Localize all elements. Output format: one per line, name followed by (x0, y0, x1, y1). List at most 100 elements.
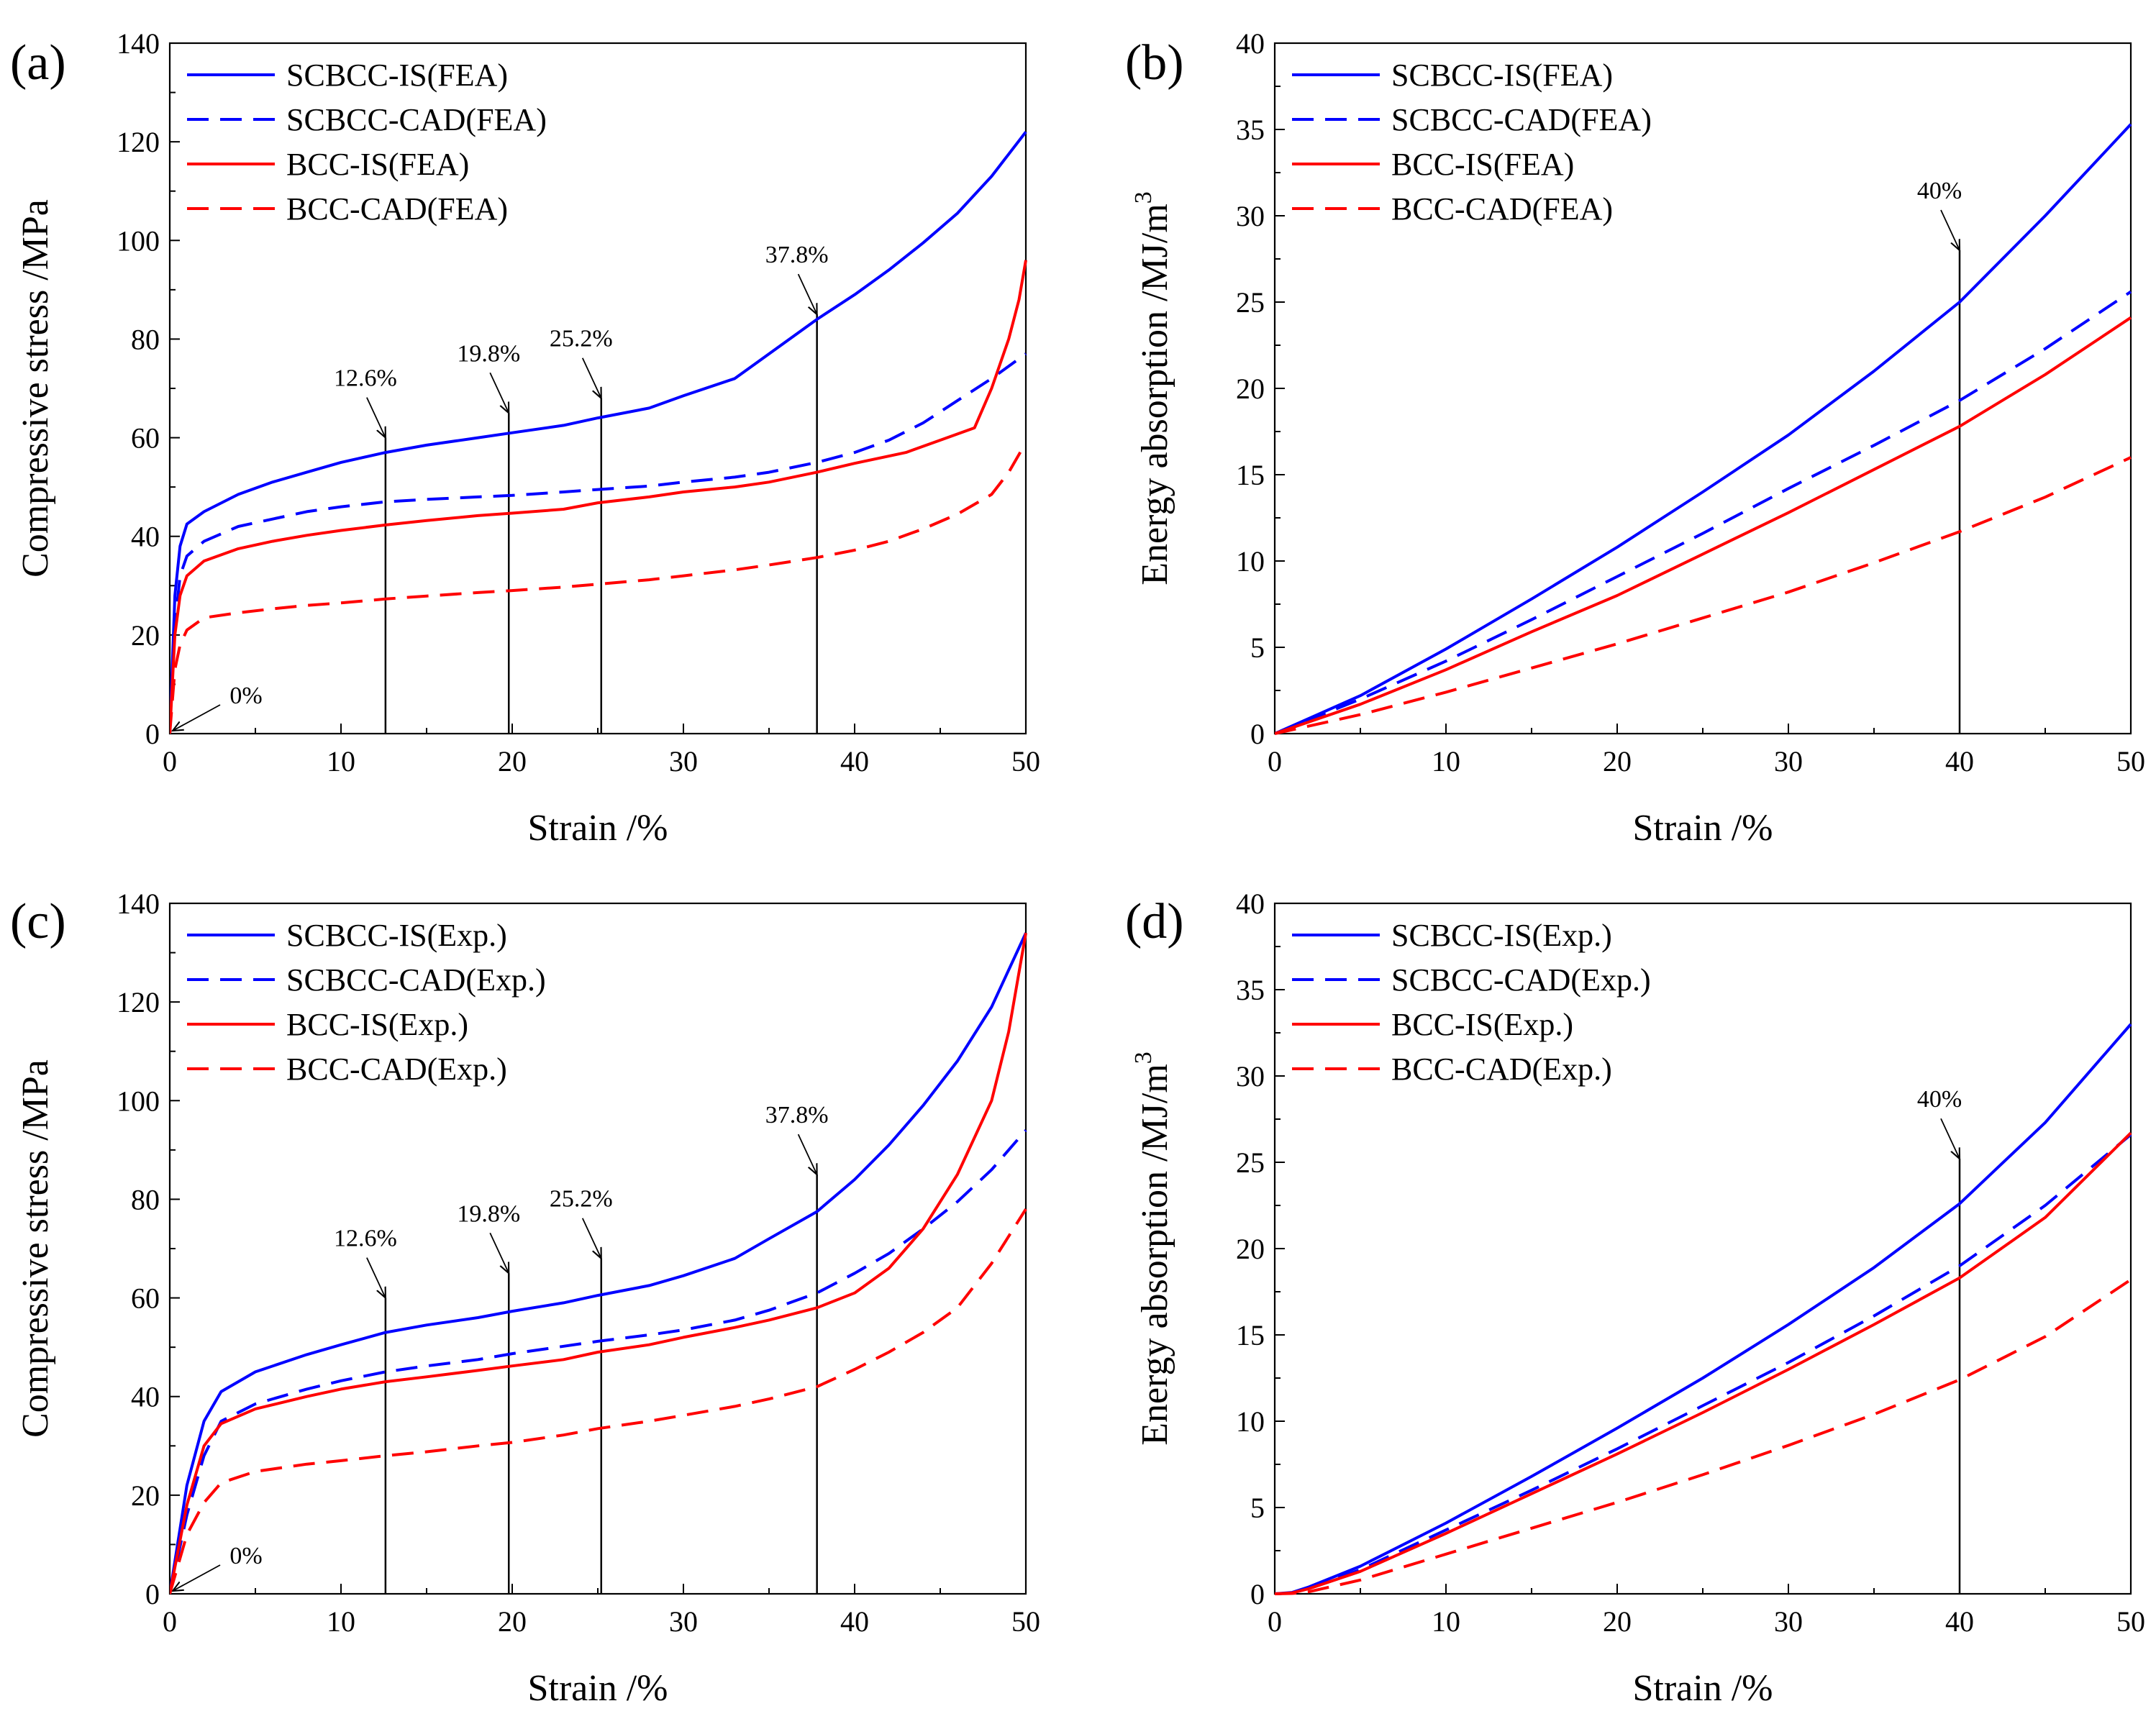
y-tick-label: 120 (117, 126, 160, 158)
annotation-40: 40% (1917, 178, 1962, 734)
annotation-arrow (581, 1218, 601, 1259)
y-tick-label: 0 (145, 718, 160, 750)
y-tick-label: 100 (117, 224, 160, 257)
legend-label: BCC-IS(Exp.) (1391, 1007, 1573, 1042)
series-scbcc-is-fea (170, 131, 1027, 734)
panel-b: 0 10 20 30 40 50 0 5 10 15 20 25 30 35 40 Strain /% Ener… (1125, 27, 2145, 849)
legend-label: SCBCC-IS(FEA) (286, 58, 508, 93)
annotation-arrow (1940, 209, 1960, 250)
legend-label: SCBCC-CAD(FEA) (1391, 102, 1652, 137)
y-tick-label: 25 (1236, 1146, 1265, 1179)
legend-label: BCC-IS(Exp.) (286, 1007, 468, 1042)
annotation-label: 0% (229, 683, 262, 709)
y-tick-label: 120 (117, 986, 160, 1018)
annotation-0: 0% (173, 1543, 263, 1591)
annotation-37-8: 37.8% (765, 242, 829, 734)
x-tick-label: 30 (1774, 745, 1803, 777)
series-bcc-is-exp (170, 932, 1027, 1595)
annotation-label: 19.8% (457, 1200, 520, 1227)
x-tick-label: 20 (498, 745, 527, 777)
y-tick-label: 140 (117, 27, 160, 60)
y-tick-label: 30 (1236, 1060, 1265, 1093)
series-scbcc-is-exp (170, 932, 1027, 1595)
annotation-label: 37.8% (765, 242, 829, 268)
panel-c: 0 10 20 30 40 50 0 20 40 60 80 100 120 140 Strain /% Co… (10, 888, 1040, 1709)
y-tick-label: 15 (1236, 1319, 1265, 1351)
annotation-12-6: 12.6% (334, 365, 397, 734)
y-tick-label: 40 (131, 1381, 160, 1413)
legend-item: BCC-IS(Exp.) (187, 1007, 468, 1042)
annotation-arrow (173, 704, 221, 731)
annotation-arrow (797, 1134, 817, 1175)
legend-item: BCC-IS(FEA) (1292, 147, 1574, 182)
series-bcc-is-fea (170, 260, 1027, 734)
annotation-arrow (797, 273, 817, 314)
panel-label: (a) (10, 35, 66, 91)
x-tick-label: 20 (498, 1605, 527, 1638)
annotation-label: 0% (229, 1543, 262, 1569)
legend-item: SCBCC-CAD(FEA) (1292, 102, 1652, 137)
y-tick-label: 100 (117, 1085, 160, 1117)
y-tick-label: 35 (1236, 974, 1265, 1006)
x-tick-label: 50 (1011, 1605, 1040, 1638)
legend-item: BCC-IS(FEA) (187, 147, 469, 182)
series-scbcc-cad-exp (170, 1129, 1027, 1595)
x-tick-label: 10 (327, 745, 355, 777)
legend-item: SCBCC-CAD(Exp.) (187, 962, 546, 998)
series-scbcc-cad-fea (1275, 290, 2132, 735)
x-tick-label: 20 (1603, 745, 1632, 777)
annotation-40: 40% (1917, 1086, 1962, 1594)
x-tick-label: 10 (327, 1605, 355, 1638)
series-bcc-cad-exp (170, 1208, 1027, 1595)
panel-d: 0 10 20 30 40 50 0 5 10 15 20 25 30 35 40 Strain /% Ener… (1125, 888, 2145, 1709)
legend-label: BCC-IS(FEA) (286, 147, 469, 182)
annotation-arrow (581, 357, 601, 398)
annotation-label: 25.2% (550, 1186, 613, 1213)
x-axis-label: Strain /% (528, 808, 668, 849)
annotation-label: 19.8% (457, 340, 520, 367)
legend: SCBCC-IS(Exp.) SCBCC-CAD(Exp.) BCC-IS(Exp.… (187, 918, 546, 1087)
legend-item: SCBCC-IS(Exp.) (1292, 918, 1612, 953)
legend-item: BCC-CAD(FEA) (1292, 191, 1613, 227)
x-tick-label: 50 (1011, 745, 1040, 777)
annotation-arrow (173, 1564, 221, 1591)
x-tick-label: 40 (840, 745, 869, 777)
legend-label: BCC-IS(FEA) (1391, 147, 1574, 182)
y-axis-label: Energy absorption /MJ/m3 (1130, 191, 1175, 585)
annotation-label: 12.6% (334, 1226, 397, 1252)
annotation-arrow (489, 1232, 509, 1273)
legend-item: SCBCC-CAD(FEA) (187, 102, 547, 137)
x-axis-label: Strain /% (1633, 808, 1773, 849)
annotation-12-6: 12.6% (334, 1226, 397, 1594)
legend-label: SCBCC-IS(FEA) (1391, 58, 1613, 93)
annotation-arrow (366, 1257, 386, 1298)
legend-label: SCBCC-CAD(Exp.) (1391, 962, 1651, 998)
x-tick-label: 10 (1432, 1605, 1460, 1638)
series-bcc-cad-fea (1275, 456, 2132, 735)
annotation-label: 25.2% (550, 326, 613, 352)
y-tick-label: 40 (1236, 888, 1265, 920)
panel-label: (d) (1125, 894, 1184, 949)
annotation-label: 40% (1917, 178, 1962, 204)
x-tick-label: 50 (2116, 1605, 2145, 1638)
legend-label: BCC-CAD(Exp.) (286, 1052, 507, 1087)
y-tick-label: 25 (1236, 286, 1265, 319)
panel-label: (b) (1125, 35, 1184, 91)
y-tick-label: 0 (1250, 1578, 1265, 1610)
annotation-arrow (489, 372, 509, 413)
legend-label: BCC-CAD(Exp.) (1391, 1052, 1612, 1087)
legend-label: BCC-CAD(FEA) (1391, 191, 1613, 227)
legend: SCBCC-IS(FEA) SCBCC-CAD(FEA) BCC-IS(FEA) BC… (1292, 58, 1652, 227)
y-tick-label: 60 (131, 422, 160, 455)
y-tick-label: 20 (1236, 373, 1265, 405)
y-tick-label: 20 (131, 1479, 160, 1512)
series-scbcc-cad-exp (1275, 1134, 2132, 1595)
annotation-arrow (1940, 1118, 1960, 1159)
x-tick-label: 20 (1603, 1605, 1632, 1638)
legend: SCBCC-IS(Exp.) SCBCC-CAD(Exp.) BCC-IS(Exp.… (1292, 918, 1651, 1087)
legend: SCBCC-IS(FEA) SCBCC-CAD(FEA) BCC-IS(FEA) BC… (187, 58, 547, 227)
annotation-25-2: 25.2% (550, 326, 613, 734)
y-tick-label: 40 (131, 521, 160, 553)
annotation-label: 40% (1917, 1086, 1962, 1113)
